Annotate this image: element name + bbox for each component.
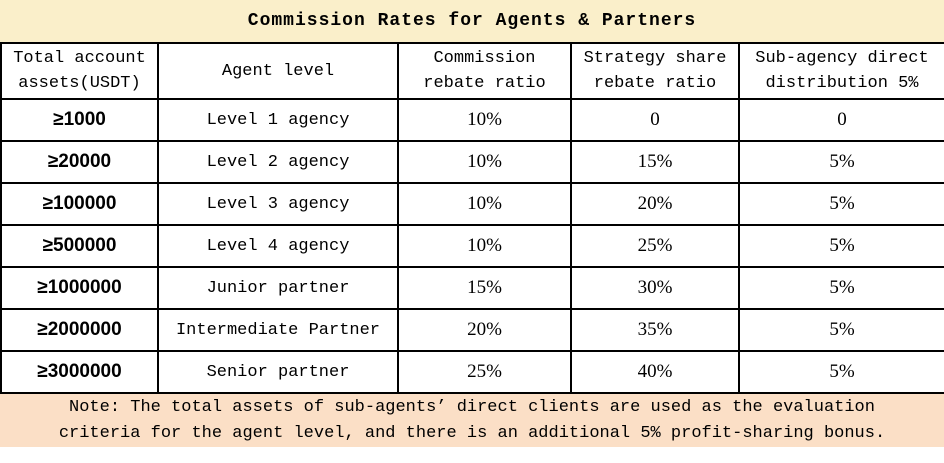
column-header-strategy-share: Strategy share rebate ratio xyxy=(570,42,740,100)
cell-strategy-share: 25% xyxy=(570,224,740,268)
cell-sub-agency: 0 xyxy=(738,98,944,142)
note-line-2: criteria for the agent level, and there … xyxy=(58,423,886,443)
column-header-agent-level: Agent level xyxy=(157,42,399,100)
table-row: ≥3000000 Senior partner 25% 40% 5% xyxy=(0,350,944,394)
cell-agent-level: Junior partner xyxy=(157,266,399,310)
cell-assets: ≥500000 xyxy=(0,224,159,268)
cell-assets: ≥1000000 xyxy=(0,266,159,310)
cell-commission-rebate: 15% xyxy=(397,266,572,310)
page-title: Commission Rates for Agents & Partners xyxy=(247,11,697,31)
cell-strategy-share: 15% xyxy=(570,140,740,184)
cell-sub-agency: 5% xyxy=(738,266,944,310)
cell-commission-rebate: 10% xyxy=(397,182,572,226)
cell-sub-agency: 5% xyxy=(738,350,944,394)
cell-agent-level: Intermediate Partner xyxy=(157,308,399,352)
note-line-1: Note: The total assets of sub-agents’ di… xyxy=(69,397,875,417)
cell-assets: ≥1000 xyxy=(0,98,159,142)
column-header-sub-agency: Sub-agency direct distribution 5% xyxy=(738,42,944,100)
cell-strategy-share: 35% xyxy=(570,308,740,352)
column-header-commission-rebate: Commission rebate ratio xyxy=(397,42,572,100)
cell-sub-agency: 5% xyxy=(738,182,944,226)
cell-agent-level: Level 4 agency xyxy=(157,224,399,268)
cell-sub-agency: 5% xyxy=(738,140,944,184)
cell-sub-agency: 5% xyxy=(738,224,944,268)
cell-strategy-share: 20% xyxy=(570,182,740,226)
column-header-total-assets: Total account assets(USDT) xyxy=(0,42,159,100)
note-bar: Note: The total assets of sub-agents’ di… xyxy=(0,394,944,447)
cell-agent-level: Level 2 agency xyxy=(157,140,399,184)
cell-sub-agency: 5% xyxy=(738,308,944,352)
cell-agent-level: Senior partner xyxy=(157,350,399,394)
cell-assets: ≥100000 xyxy=(0,182,159,226)
table-row: ≥1000000 Junior partner 15% 30% 5% xyxy=(0,266,944,310)
commission-rates-table: Total account assets(USDT) Agent level C… xyxy=(0,42,944,394)
cell-commission-rebate: 10% xyxy=(397,224,572,268)
cell-assets: ≥20000 xyxy=(0,140,159,184)
cell-commission-rebate: 10% xyxy=(397,140,572,184)
cell-assets: ≥3000000 xyxy=(0,350,159,394)
table-row: ≥100000 Level 3 agency 10% 20% 5% xyxy=(0,182,944,226)
cell-strategy-share: 30% xyxy=(570,266,740,310)
cell-agent-level: Level 3 agency xyxy=(157,182,399,226)
cell-commission-rebate: 10% xyxy=(397,98,572,142)
cell-agent-level: Level 1 agency xyxy=(157,98,399,142)
table-row: ≥500000 Level 4 agency 10% 25% 5% xyxy=(0,224,944,268)
header-row: Total account assets(USDT) Agent level C… xyxy=(0,42,944,100)
cell-assets: ≥2000000 xyxy=(0,308,159,352)
table-row: ≥1000 Level 1 agency 10% 0 0 xyxy=(0,98,944,142)
cell-strategy-share: 40% xyxy=(570,350,740,394)
cell-strategy-share: 0 xyxy=(570,98,740,142)
table-row: ≥2000000 Intermediate Partner 20% 35% 5% xyxy=(0,308,944,352)
title-bar: Commission Rates for Agents & Partners xyxy=(0,0,944,42)
cell-commission-rebate: 25% xyxy=(397,350,572,394)
cell-commission-rebate: 20% xyxy=(397,308,572,352)
table-row: ≥20000 Level 2 agency 10% 15% 5% xyxy=(0,140,944,184)
